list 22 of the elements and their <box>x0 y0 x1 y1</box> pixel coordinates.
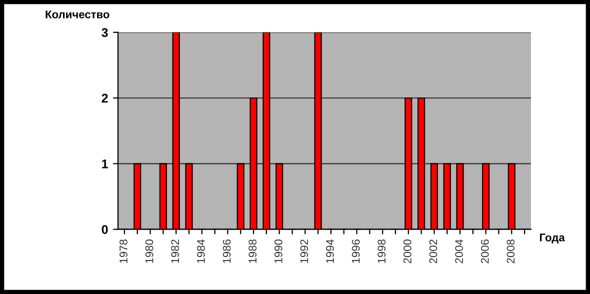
y-tick-label: 1 <box>102 160 108 168</box>
y-tick-label: 2 <box>102 94 108 103</box>
x-tick-label: 1990 <box>274 239 282 263</box>
x-tick-label: 1992 <box>300 240 308 263</box>
x-tick-label: 1978 <box>120 240 128 263</box>
x-tick-label: 1988 <box>248 240 256 263</box>
x-tick-label: 1980 <box>145 239 154 263</box>
x-axis-title: Года <box>540 234 565 244</box>
x-tick-label: 1986 <box>222 240 231 263</box>
x-tick-label: 2000 <box>404 239 412 264</box>
y-axis-title: Количество <box>46 10 110 18</box>
x-tick-label: 1998 <box>378 240 386 263</box>
x-tick-label: 2004 <box>455 239 463 264</box>
x-tick-label: 2006 <box>480 240 489 264</box>
x-tick-label: 1982 <box>171 240 180 263</box>
x-tick-label: 1994 <box>326 239 334 263</box>
x-tick-label: 1996 <box>352 240 360 263</box>
x-tick-label: 2002 <box>429 240 438 264</box>
y-tick-label: 3 <box>102 28 108 38</box>
x-tick-label: 2008 <box>506 240 515 264</box>
x-tick-label: 1984 <box>197 239 205 263</box>
y-tick-label: 0 <box>102 225 108 234</box>
